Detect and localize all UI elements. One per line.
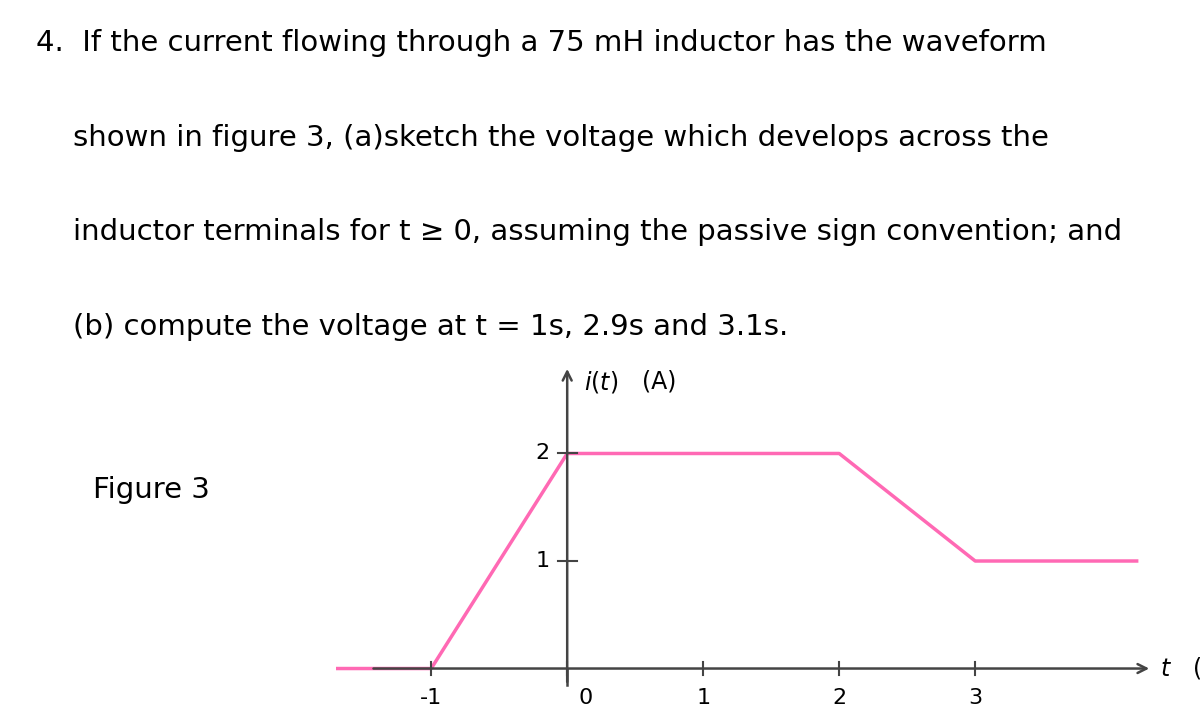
Text: $i(t)$: $i(t)$: [583, 369, 618, 395]
Text: inductor terminals for t ≥ 0, assuming the passive sign convention; and: inductor terminals for t ≥ 0, assuming t…: [36, 218, 1122, 246]
Text: -1: -1: [420, 688, 443, 708]
Text: 1: 1: [535, 551, 550, 571]
Text: (s): (s): [1193, 657, 1200, 681]
Text: (b) compute the voltage at t = 1s, 2.9s and 3.1s.: (b) compute the voltage at t = 1s, 2.9s …: [36, 313, 788, 341]
Text: 2: 2: [832, 688, 846, 708]
Text: Figure 3: Figure 3: [92, 475, 210, 504]
Text: 1: 1: [696, 688, 710, 708]
Text: 4.  If the current flowing through a 75 mH inductor has the waveform: 4. If the current flowing through a 75 m…: [36, 29, 1046, 57]
Text: 2: 2: [535, 443, 550, 464]
Text: (A): (A): [642, 369, 677, 393]
Text: shown in figure 3, (a)sketch the voltage which develops across the: shown in figure 3, (a)sketch the voltage…: [36, 124, 1049, 151]
Text: 3: 3: [968, 688, 983, 708]
Text: $t$: $t$: [1160, 657, 1172, 681]
Text: 0: 0: [578, 688, 593, 708]
